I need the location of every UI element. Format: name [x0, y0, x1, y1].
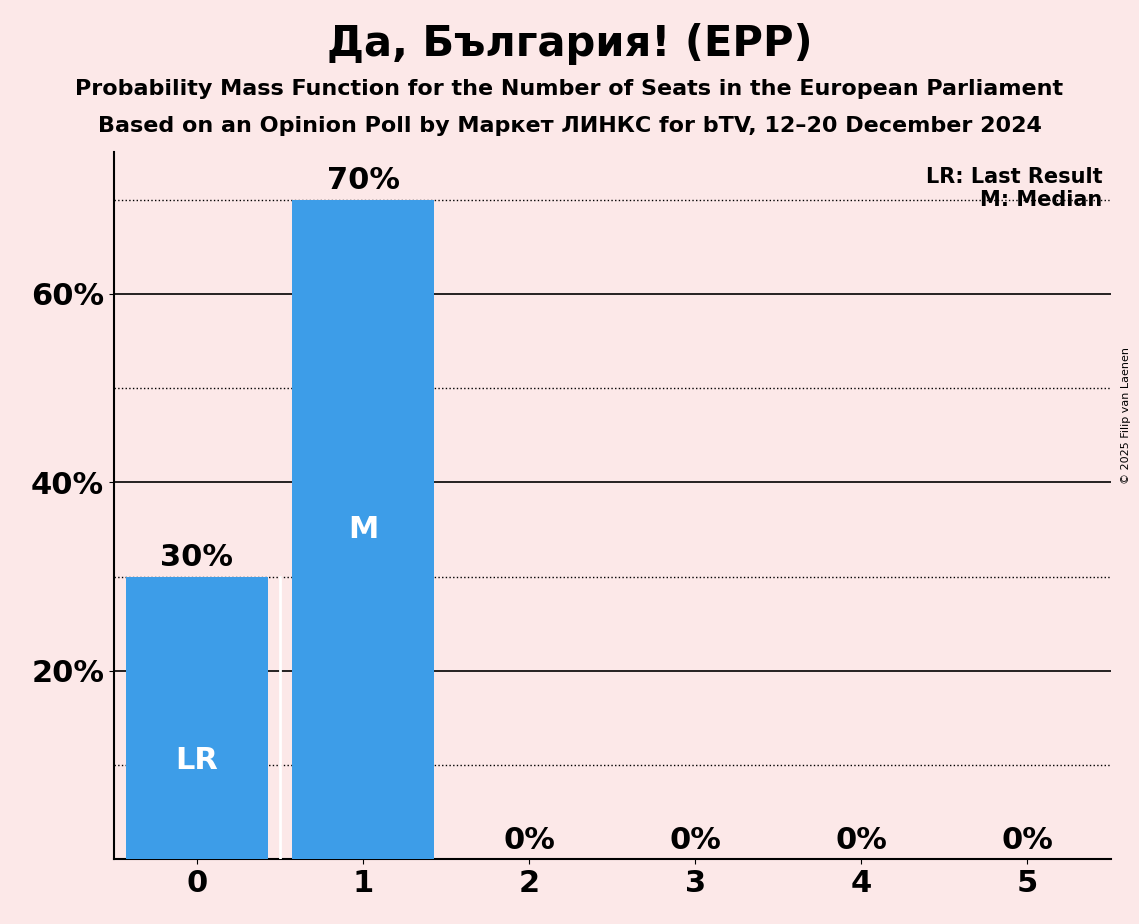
Text: 0%: 0% [670, 826, 721, 855]
Text: 0%: 0% [835, 826, 887, 855]
Text: Based on an Opinion Poll by Маркет ЛИНКС for bTV, 12–20 December 2024: Based on an Opinion Poll by Маркет ЛИНКС… [98, 116, 1041, 136]
Text: Да, България! (EPP): Да, България! (EPP) [327, 23, 812, 65]
Text: 0%: 0% [503, 826, 555, 855]
Text: M: Median: M: Median [980, 190, 1103, 210]
Text: 0%: 0% [1001, 826, 1054, 855]
Text: 30%: 30% [161, 543, 233, 572]
Bar [126, 577, 268, 859]
Text: M: M [347, 515, 378, 544]
Text: Probability Mass Function for the Number of Seats in the European Parliament: Probability Mass Function for the Number… [75, 79, 1064, 99]
Text: LR: Last Result: LR: Last Result [926, 166, 1103, 187]
Text: © 2025 Filip van Laenen: © 2025 Filip van Laenen [1121, 347, 1131, 484]
Bar [293, 200, 434, 859]
Text: LR: LR [175, 746, 219, 775]
Text: 70%: 70% [327, 166, 400, 195]
